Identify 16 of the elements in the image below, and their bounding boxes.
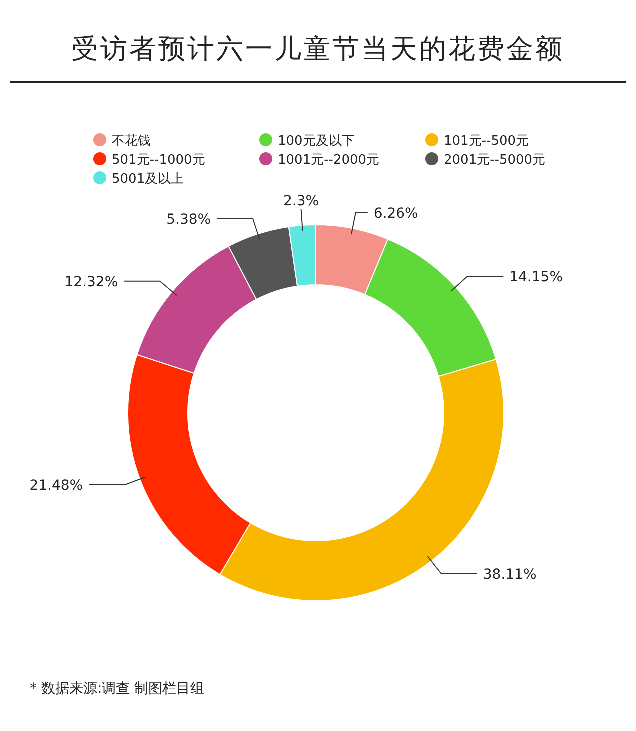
chart-title: 受访者预计六一儿童节当天的花费金额: [72, 34, 564, 65]
data-label: 21.48%: [30, 478, 84, 494]
legend-label: 1001元--2000元: [278, 153, 380, 168]
legend-label: 501元--1000元: [112, 153, 206, 168]
data-label: 2.3%: [283, 194, 320, 210]
legend-label: 不花钱: [112, 134, 151, 149]
data-label: 14.15%: [510, 270, 564, 286]
data-label: 5.38%: [166, 212, 212, 228]
legend-label: 100元及以下: [278, 134, 355, 149]
text: * 数据来源:调查 制图栏目组: [30, 681, 205, 697]
data-label: 6.26%: [374, 206, 418, 222]
legend-label: 5001及以上: [112, 172, 184, 187]
legend-label: 101元--500元: [444, 134, 530, 149]
legend-label: 2001元--5000元: [444, 153, 546, 168]
data-label: 38.11%: [483, 566, 537, 583]
data-label: 12.32%: [64, 274, 118, 290]
